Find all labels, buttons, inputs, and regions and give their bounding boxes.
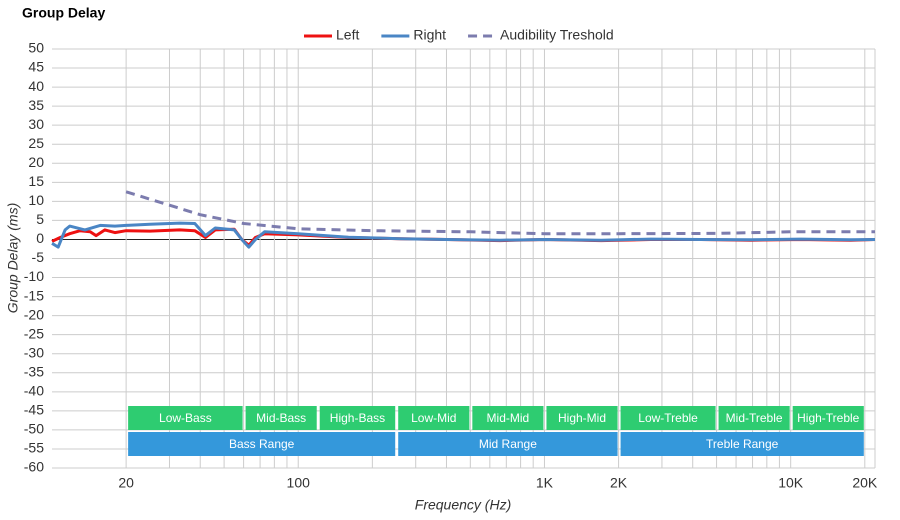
band-label: High-Treble bbox=[797, 411, 860, 425]
x-tick-label: 2K bbox=[610, 475, 628, 491]
y-tick-label: -55 bbox=[24, 440, 44, 456]
range-band bbox=[128, 406, 243, 430]
y-tick-label: 35 bbox=[28, 97, 44, 113]
y-tick-label: -10 bbox=[24, 268, 44, 284]
legend-label: Left bbox=[336, 27, 359, 43]
y-tick-label: 10 bbox=[28, 192, 44, 208]
band-label: Treble Range bbox=[706, 437, 779, 451]
series-line bbox=[51, 221, 876, 249]
y-tick-label: -50 bbox=[24, 421, 44, 437]
range-band bbox=[620, 406, 716, 430]
legend-label: Right bbox=[413, 27, 446, 43]
band-label: High-Bass bbox=[330, 411, 385, 425]
x-tick-label: 10K bbox=[778, 475, 804, 491]
range-band bbox=[128, 432, 396, 456]
band-label: Bass Range bbox=[229, 437, 295, 451]
x-tick-label: 20K bbox=[852, 475, 878, 491]
band-label: Low-Treble bbox=[638, 411, 698, 425]
legend-label: Audibility Treshold bbox=[500, 27, 614, 43]
range-band bbox=[398, 432, 618, 456]
y-tick-label: 40 bbox=[28, 78, 44, 94]
y-axis-title: Group Delay (ms) bbox=[5, 203, 21, 313]
band-label: Mid-Mid bbox=[487, 411, 530, 425]
range-band bbox=[245, 406, 317, 430]
y-tick-label: 45 bbox=[28, 59, 44, 75]
y-tick-label: 20 bbox=[28, 154, 44, 170]
band-label: Mid Range bbox=[479, 437, 537, 451]
y-tick-label: 25 bbox=[28, 135, 44, 151]
series-line bbox=[125, 190, 875, 236]
y-tick-label: -20 bbox=[24, 306, 44, 322]
band-label: Mid-Bass bbox=[256, 411, 306, 425]
y-tick-label: -60 bbox=[24, 459, 44, 475]
range-band bbox=[319, 406, 396, 430]
band-label: Low-Bass bbox=[159, 411, 212, 425]
y-tick-label: -5 bbox=[32, 249, 45, 265]
chart-title: Group Delay bbox=[22, 5, 105, 21]
y-tick-label: -40 bbox=[24, 383, 44, 399]
y-tick-label: 0 bbox=[36, 230, 44, 246]
y-tick-label: 5 bbox=[36, 211, 44, 227]
range-band bbox=[792, 406, 864, 430]
y-tick-label: -45 bbox=[24, 402, 44, 418]
x-axis-title: Frequency (Hz) bbox=[415, 497, 511, 513]
y-tick-label: -35 bbox=[24, 363, 44, 379]
y-tick-label: 50 bbox=[28, 40, 44, 56]
range-band bbox=[620, 432, 864, 456]
y-tick-label: 15 bbox=[28, 173, 44, 189]
y-tick-label: -15 bbox=[24, 287, 44, 303]
range-band bbox=[398, 406, 470, 430]
y-tick-label: -30 bbox=[24, 344, 44, 360]
band-label: Mid-Treble bbox=[726, 411, 783, 425]
range-band bbox=[718, 406, 790, 430]
x-tick-label: 1K bbox=[536, 475, 554, 491]
legend: Left Right Audibility Treshold bbox=[304, 27, 614, 43]
y-tick-label: -25 bbox=[24, 325, 44, 341]
range-band bbox=[546, 406, 618, 430]
x-tick-label: 100 bbox=[287, 475, 311, 491]
band-label: High-Mid bbox=[558, 411, 606, 425]
band-label: Low-Mid bbox=[411, 411, 456, 425]
range-band bbox=[472, 406, 544, 430]
y-tick-label: 30 bbox=[28, 116, 44, 132]
x-tick-label: 20 bbox=[118, 475, 134, 491]
